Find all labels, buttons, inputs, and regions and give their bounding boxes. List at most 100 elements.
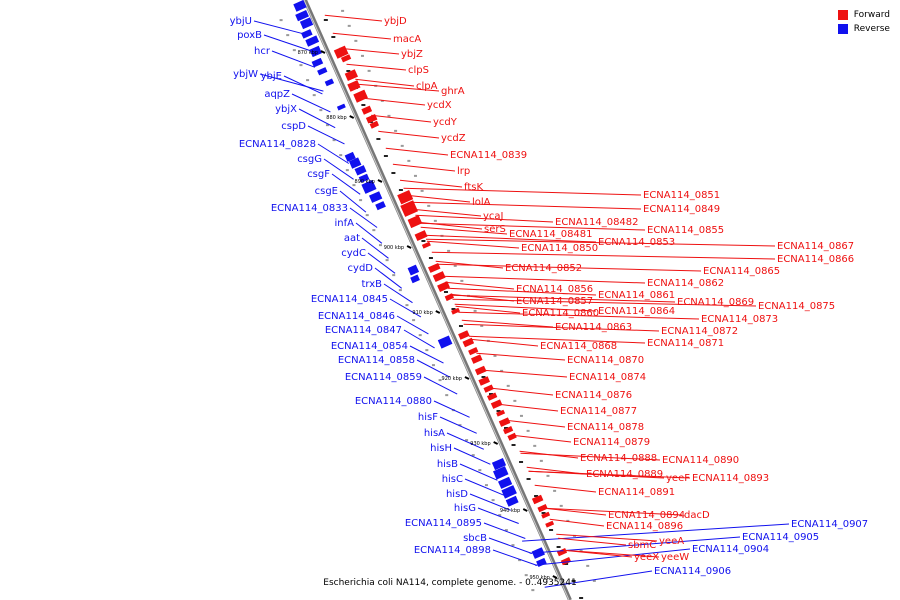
reverse-gene-label-ecna114-0905[interactable]: ECNA114_0905 xyxy=(742,532,819,543)
reverse-gene-label-csge[interactable]: csgE xyxy=(315,186,338,197)
reverse-gene-label-cydc[interactable]: cydC xyxy=(341,248,366,259)
forward-gene-label-ecna114-0876[interactable]: ECNA114_0876 xyxy=(555,390,632,401)
reverse-gene-label-cydd[interactable]: cydD xyxy=(348,263,374,274)
forward-gene-label-sbmc[interactable]: sbmC xyxy=(628,540,656,551)
forward-gene-label-ecna114-0851[interactable]: ECNA114_0851 xyxy=(643,190,720,201)
forward-gene-label-dacd[interactable]: dacD xyxy=(684,510,710,521)
reverse-leader-line xyxy=(374,267,403,289)
reverse-gene-label-ecna114-0906[interactable]: ECNA114_0906 xyxy=(654,566,731,577)
forward-gene-label-ecna114-0888[interactable]: ECNA114_0888 xyxy=(580,453,657,464)
forward-gene-label-ecna114-0853[interactable]: ECNA114_0853 xyxy=(598,237,675,248)
reverse-gene-label-trxb[interactable]: trxB xyxy=(361,279,382,290)
forward-gene-label-lola[interactable]: lolA xyxy=(472,197,491,208)
reverse-gene-label-sbcb[interactable]: sbcB xyxy=(463,533,487,544)
reverse-gene-label-ecna114-0904[interactable]: ECNA114_0904 xyxy=(692,544,769,555)
reverse-gene-label-hisa[interactable]: hisA xyxy=(424,428,445,439)
reverse-gene-label-csgf[interactable]: csgF xyxy=(307,169,330,180)
forward-gene-label-ecna114-0889[interactable]: ECNA114_0889 xyxy=(586,469,663,480)
forward-gene-label-ecna114-0871[interactable]: ECNA114_0871 xyxy=(647,338,724,349)
reverse-gene-label-hisg[interactable]: hisG xyxy=(454,503,476,514)
forward-gene-label-ecna114-0877[interactable]: ECNA114_0877 xyxy=(560,406,637,417)
reverse-gene-label-csgg[interactable]: csgG xyxy=(297,154,322,165)
forward-gene-block xyxy=(344,69,358,81)
reverse-gene-label-ecna114-0846[interactable]: ECNA114_0846 xyxy=(318,311,395,322)
forward-gene-label-ecna114-0893[interactable]: ECNA114_0893 xyxy=(692,473,769,484)
forward-gene-label-ecna114-0861[interactable]: ECNA114_0861 xyxy=(598,290,675,301)
forward-gene-label-ecna114-0850[interactable]: ECNA114_0850 xyxy=(521,243,598,254)
forward-gene-label-ecna114-0866[interactable]: ECNA114_0866 xyxy=(777,254,854,265)
forward-gene-label-yeew[interactable]: yeeW xyxy=(661,552,689,563)
forward-gene-label-ecna114-0864[interactable]: ECNA114_0864 xyxy=(598,306,675,317)
forward-gene-label-ecna114-0870[interactable]: ECNA114_0870 xyxy=(567,355,644,366)
reverse-gene-label-infa[interactable]: infA xyxy=(335,218,355,229)
reverse-gene-label-cspd[interactable]: cspD xyxy=(281,121,306,132)
reverse-gene-label-ybju[interactable]: ybjU xyxy=(230,16,252,27)
forward-gene-label-ecna114-0839[interactable]: ECNA114_0839 xyxy=(450,150,527,161)
forward-gene-label-ecna114-0890[interactable]: ECNA114_0890 xyxy=(662,455,739,466)
forward-gene-label-sers[interactable]: serS xyxy=(484,224,506,235)
reverse-gene-label-aqpz[interactable]: aqpZ xyxy=(264,89,290,100)
reverse-gene-label-hisb[interactable]: hisB xyxy=(437,459,458,470)
forward-gene-label-ecna114-0891[interactable]: ECNA114_0891 xyxy=(598,487,675,498)
reverse-gene-label-hisd[interactable]: hisD xyxy=(446,489,468,500)
forward-gene-label-ecna114-0869[interactable]: ECNA114_0869 xyxy=(677,297,754,308)
forward-gene-label-ecna114-0874[interactable]: ECNA114_0874 xyxy=(569,372,646,383)
forward-gene-label-ecna114-0855[interactable]: ECNA114_0855 xyxy=(647,225,724,236)
forward-gene-label-maca[interactable]: macA xyxy=(393,34,421,45)
reverse-gene-label-ecna114-0847[interactable]: ECNA114_0847 xyxy=(325,325,402,336)
forward-gene-label-ecna114-08482[interactable]: ECNA114_08482 xyxy=(555,217,639,228)
reverse-gene-label-ecna114-0907[interactable]: ECNA114_0907 xyxy=(791,519,868,530)
reverse-gene-label-ybjw[interactable]: ybjW xyxy=(233,69,258,80)
reverse-gene-label-ecna114-0858[interactable]: ECNA114_0858 xyxy=(338,355,415,366)
forward-gene-label-yeex[interactable]: yeeX xyxy=(634,552,659,563)
reverse-gene-label-ecna114-0854[interactable]: ECNA114_0854 xyxy=(331,341,408,352)
reverse-gene-label-ecna114-0828[interactable]: ECNA114_0828 xyxy=(239,139,316,150)
forward-gene-label-ycdy[interactable]: ycdY xyxy=(433,117,458,128)
reverse-gene-label-ecna114-0833[interactable]: ECNA114_0833 xyxy=(271,203,348,214)
forward-gene-label-ecna114-0872[interactable]: ECNA114_0872 xyxy=(661,326,738,337)
forward-gene-label-ecna114-0868[interactable]: ECNA114_0868 xyxy=(540,341,617,352)
reverse-gene-label-ecna114-0880[interactable]: ECNA114_0880 xyxy=(355,396,432,407)
forward-gene-label-ecna114-0852[interactable]: ECNA114_0852 xyxy=(505,263,582,274)
reverse-gene-label-hisf[interactable]: hisF xyxy=(418,412,438,423)
reverse-gene-label-hcr[interactable]: hcr xyxy=(254,46,271,57)
forward-gene-label-ybjz[interactable]: ybjZ xyxy=(401,49,423,60)
forward-gene-label-ecna114-0849[interactable]: ECNA114_0849 xyxy=(643,204,720,215)
forward-gene-label-ecna114-0873[interactable]: ECNA114_0873 xyxy=(701,314,778,325)
reverse-gene-label-ecna114-0845[interactable]: ECNA114_0845 xyxy=(311,294,388,305)
forward-gene-label-ycaj[interactable]: ycaJ xyxy=(483,211,504,222)
reverse-gene-label-poxb[interactable]: poxB xyxy=(237,30,262,41)
forward-gene-label-yeea[interactable]: yeeA xyxy=(659,536,684,547)
reverse-gene-label-aat[interactable]: aat xyxy=(344,233,360,244)
forward-gene-label-clps[interactable]: clpS xyxy=(408,65,429,76)
forward-gene-label-ybjd[interactable]: ybjD xyxy=(384,16,407,27)
reverse-gene-label-ybje[interactable]: ybjE xyxy=(261,71,282,82)
reverse-gene-label-hish[interactable]: hisH xyxy=(430,443,452,454)
forward-gene-label-ecna114-0862[interactable]: ECNA114_0862 xyxy=(647,278,724,289)
reverse-gene-label-ecna114-0898[interactable]: ECNA114_0898 xyxy=(414,545,491,556)
forward-gene-label-ycdz[interactable]: ycdZ xyxy=(441,133,466,144)
reverse-gene-label-ecna114-0859[interactable]: ECNA114_0859 xyxy=(345,372,422,383)
forward-gene-label-yeef[interactable]: yeeF xyxy=(666,473,690,484)
forward-gene-label-ftsk[interactable]: ftsK xyxy=(464,182,483,193)
forward-gene-label-ecna114-0879[interactable]: ECNA114_0879 xyxy=(573,437,650,448)
forward-gene-label-ecna114-0896[interactable]: ECNA114_0896 xyxy=(606,521,683,532)
reverse-gene-label-ybjx[interactable]: ybjX xyxy=(275,104,297,115)
forward-gene-label-lrp[interactable]: lrp xyxy=(457,166,470,177)
forward-gene-label-clpa[interactable]: clpA xyxy=(416,81,438,92)
legend: Forward Reverse xyxy=(837,8,890,36)
forward-gene-label-ghra[interactable]: ghrA xyxy=(441,86,465,97)
forward-gene-label-ecna114-0857[interactable]: ECNA114_0857 xyxy=(516,296,593,307)
forward-gene-label-ecna114-0894[interactable]: ECNA114_0894 xyxy=(608,510,685,521)
forward-gene-label-ecna114-0875[interactable]: ECNA114_0875 xyxy=(758,301,835,312)
forward-gene-label-ycdx[interactable]: ycdX xyxy=(427,100,452,111)
forward-gene-label-ecna114-0863[interactable]: ECNA114_0863 xyxy=(555,322,632,333)
forward-gene-label-ecna114-0878[interactable]: ECNA114_0878 xyxy=(567,422,644,433)
forward-gene-label-ecna114-08481[interactable]: ECNA114_08481 xyxy=(509,229,593,240)
reverse-gene-label-hisc[interactable]: hisC xyxy=(442,474,463,485)
reverse-gene-label-ecna114-0895[interactable]: ECNA114_0895 xyxy=(405,518,482,529)
forward-gene-label-ecna114-0865[interactable]: ECNA114_0865 xyxy=(703,266,780,277)
forward-gene-label-ecna114-0856[interactable]: ECNA114_0856 xyxy=(516,284,593,295)
forward-gene-label-ecna114-0860[interactable]: ECNA114_0860 xyxy=(522,308,599,319)
forward-gene-label-ecna114-0867[interactable]: ECNA114_0867 xyxy=(777,241,854,252)
